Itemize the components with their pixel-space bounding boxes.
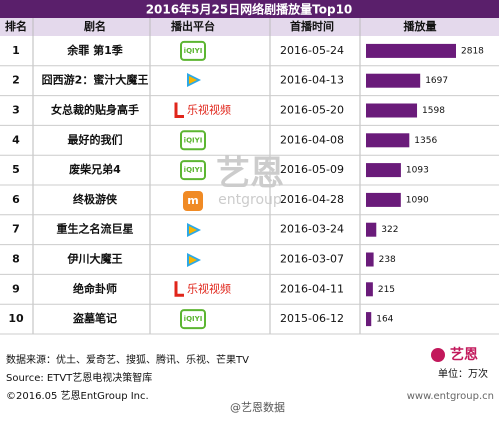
name: 余罪 第1季 <box>66 43 123 57</box>
platform: iQIYI <box>184 315 203 323</box>
column-header: 首播时间 <box>290 19 334 33</box>
rank: 3 <box>12 104 20 117</box>
bar <box>366 312 372 327</box>
rank: 4 <box>12 133 20 146</box>
bar <box>366 133 410 148</box>
watermark-sub: entgroup <box>218 192 282 208</box>
platform: 乐视视频 <box>187 103 231 117</box>
unit: 单位：万次 <box>438 367 488 380</box>
plays-label: 1093 <box>406 166 429 176</box>
iqiyi-icon <box>180 40 206 61</box>
name: 伊川大魔王 <box>67 252 123 266</box>
rank: 6 <box>12 193 20 206</box>
plays-label: 322 <box>381 225 398 235</box>
date: 2016-03-07 <box>280 253 344 266</box>
column-header: 播出平台 <box>171 19 215 33</box>
letv-mark <box>174 102 184 118</box>
platform: iQIYI <box>184 166 203 174</box>
watermark-logo: 艺恩 <box>216 154 284 194</box>
name: 重生之名流巨星 <box>57 222 134 236</box>
rank: 10 <box>8 312 24 325</box>
platform: 乐视视频 <box>187 281 231 295</box>
plays-label: 1697 <box>425 76 448 86</box>
plays-label: 1356 <box>414 136 437 146</box>
rank: 9 <box>12 282 20 295</box>
title-bar <box>0 0 499 18</box>
name: 女总裁的贴身高手 <box>51 103 139 117</box>
bar <box>366 282 373 297</box>
name: 废柴兄弟4 <box>69 162 121 176</box>
date: 2016-03-24 <box>280 223 344 236</box>
plays-label: 1598 <box>422 106 445 116</box>
name: 终极游侠 <box>73 192 118 206</box>
header-row <box>0 18 499 36</box>
logo: 艺恩 <box>450 346 478 363</box>
date: 2016-05-24 <box>280 44 344 57</box>
source-en: Source: ETVT艺恩电视决策智库 <box>6 371 152 384</box>
column-header: 排名 <box>5 19 27 33</box>
name: 盗墓笔记 <box>73 311 117 325</box>
bar <box>366 222 377 237</box>
rank: 8 <box>12 253 20 266</box>
bar <box>366 252 374 267</box>
rank: 7 <box>12 223 20 236</box>
name: 绝命卦师 <box>73 281 117 295</box>
plays-label: 1090 <box>406 195 429 205</box>
date: 2016-04-11 <box>280 282 344 295</box>
bar <box>366 103 418 118</box>
platform: iQIYI <box>184 47 203 55</box>
bar <box>366 163 401 178</box>
name: 最好的我们 <box>68 132 123 146</box>
tencent-icon <box>187 253 201 267</box>
tencent-icon <box>187 223 201 237</box>
bar <box>366 43 456 58</box>
logo-mark <box>431 348 445 362</box>
url: www.entgroup.cn <box>407 391 494 402</box>
date: 2016-04-13 <box>280 74 344 87</box>
plays-label: 164 <box>376 315 393 325</box>
svg-text:m: m <box>187 194 198 207</box>
bar <box>366 192 401 207</box>
bar <box>366 73 421 88</box>
iqiyi-icon <box>180 160 206 181</box>
date: 2016-05-20 <box>280 104 344 117</box>
iqiyi-icon <box>180 309 206 330</box>
copyright: ©2016.05 艺恩EntGroup Inc. <box>6 390 149 402</box>
rank: 2 <box>12 74 20 87</box>
watermark: @艺恩数据 <box>230 400 285 414</box>
tencent-icon <box>187 73 201 87</box>
platform: iQIYI <box>184 136 203 144</box>
rank: 1 <box>12 44 20 57</box>
date: 2016-05-09 <box>280 163 344 176</box>
plays-label: 215 <box>378 285 395 295</box>
title: 2016年5月25日网络剧播放量Top10 <box>146 2 353 17</box>
date: 2015-06-12 <box>280 312 344 325</box>
letv-mark <box>174 281 184 297</box>
iqiyi-icon <box>180 130 206 151</box>
plays-label: 2818 <box>461 46 484 56</box>
mango-icon: m <box>183 191 203 211</box>
plays-label: 238 <box>379 255 396 265</box>
column-header: 播放量 <box>404 19 437 33</box>
column-header: 剧名 <box>84 19 106 33</box>
name: 囧西游2：蜜汁大魔王 <box>42 73 149 87</box>
source-cn: 数据来源：优土、爱奇艺、搜狐、腾讯、乐视、芒果TV <box>6 353 249 366</box>
date: 2016-04-28 <box>280 193 344 206</box>
date: 2016-04-08 <box>280 133 344 146</box>
rank: 5 <box>12 163 20 176</box>
